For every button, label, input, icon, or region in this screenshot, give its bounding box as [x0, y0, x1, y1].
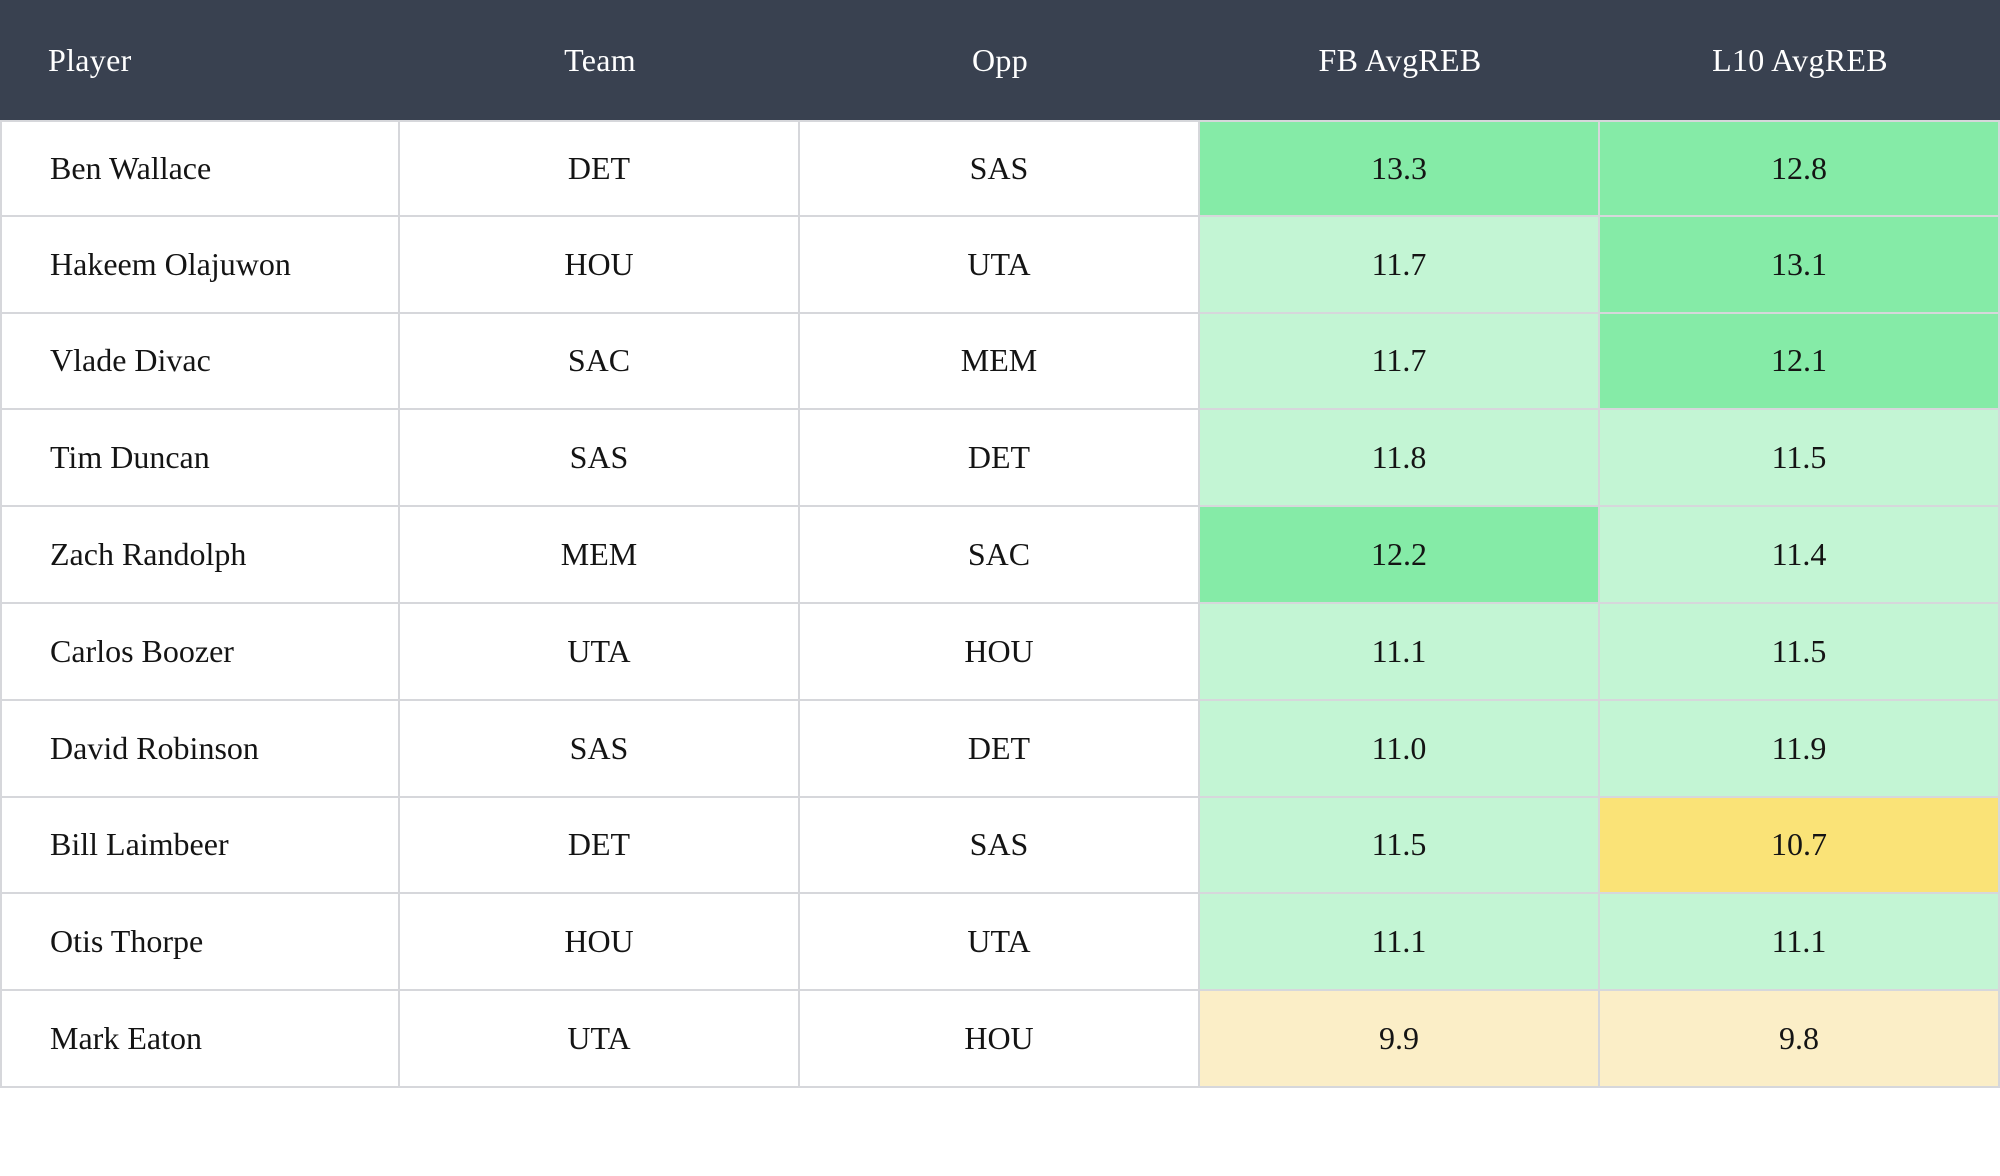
- table-row: Tim Duncan SAS DET 11.8 11.5: [0, 410, 2000, 508]
- fb-avgreb-cell: 13.3: [1200, 120, 1600, 217]
- fb-avgreb-cell: 12.2: [1200, 507, 1600, 604]
- player-cell: Tim Duncan: [0, 410, 400, 508]
- l10-avgreb-cell: 12.8: [1600, 120, 2000, 217]
- fb-avgreb-cell: 11.0: [1200, 700, 1600, 798]
- column-header-opp: Opp: [971, 41, 1028, 78]
- team-cell: DET: [400, 120, 800, 217]
- l10-avgreb-cell: 12.1: [1600, 313, 2000, 411]
- opp-cell: SAS: [800, 797, 1200, 895]
- player-cell: Bill Laimbeer: [0, 797, 400, 895]
- opp-cell: SAS: [800, 120, 1200, 217]
- opp-cell: HOU: [800, 603, 1200, 701]
- fb-avgreb-cell: 11.1: [1200, 603, 1600, 701]
- column-header-fb-avgreb: FB AvgREB: [1318, 41, 1482, 78]
- opp-cell: SAC: [800, 507, 1200, 604]
- opp-cell: DET: [800, 700, 1200, 798]
- player-cell: David Robinson: [0, 700, 400, 798]
- team-cell: SAS: [400, 410, 800, 508]
- table-row: Vlade Divac SAC MEM 11.7 12.1: [0, 313, 2000, 411]
- team-cell: UTA: [400, 991, 800, 1088]
- table-row: Ben Wallace DET SAS 13.3 12.8: [0, 120, 2000, 217]
- opp-cell: DET: [800, 410, 1200, 508]
- opp-cell: UTA: [800, 216, 1200, 314]
- l10-avgreb-cell: 10.7: [1600, 797, 2000, 895]
- opp-cell: MEM: [800, 313, 1200, 411]
- l10-avgreb-cell: 13.1: [1600, 216, 2000, 314]
- player-cell: Otis Thorpe: [0, 894, 400, 992]
- opp-cell: HOU: [800, 991, 1200, 1088]
- table-row: Zach Randolph MEM SAC 12.2 11.4: [0, 507, 2000, 604]
- column-header-team: Team: [564, 41, 636, 78]
- team-cell: UTA: [400, 603, 800, 701]
- fb-avgreb-cell: 11.5: [1200, 797, 1600, 895]
- opp-cell: UTA: [800, 894, 1200, 992]
- player-cell: Carlos Boozer: [0, 603, 400, 701]
- table-row: Carlos Boozer UTA HOU 11.1 11.5: [0, 603, 2000, 701]
- team-cell: HOU: [400, 894, 800, 992]
- l10-avgreb-cell: 11.5: [1600, 410, 2000, 508]
- player-cell: Vlade Divac: [0, 313, 400, 411]
- rebounds-stats-table: Player Team Opp FB AvgREB L10 AvgREB Ben…: [0, 0, 2000, 1088]
- player-cell: Mark Eaton: [0, 991, 400, 1088]
- fb-avgreb-cell: 11.7: [1200, 216, 1600, 314]
- fb-avgreb-cell: 11.7: [1200, 313, 1600, 411]
- team-cell: SAC: [400, 313, 800, 411]
- team-cell: DET: [400, 797, 800, 895]
- l10-avgreb-cell: 11.1: [1600, 894, 2000, 992]
- l10-avgreb-cell: 11.9: [1600, 700, 2000, 798]
- l10-avgreb-cell: 9.8: [1600, 991, 2000, 1088]
- fb-avgreb-cell: 11.1: [1200, 894, 1600, 992]
- table-row: Bill Laimbeer DET SAS 11.5 10.7: [0, 797, 2000, 895]
- team-cell: MEM: [400, 507, 800, 604]
- table-header-row: Player Team Opp FB AvgREB L10 AvgREB: [0, 0, 2000, 120]
- table-row: Otis Thorpe HOU UTA 11.1 11.1: [0, 894, 2000, 992]
- team-cell: HOU: [400, 216, 800, 314]
- player-cell: Ben Wallace: [0, 120, 400, 217]
- table-row: Hakeem Olajuwon HOU UTA 11.7 13.1: [0, 216, 2000, 314]
- fb-avgreb-cell: 11.8: [1200, 410, 1600, 508]
- table-row: David Robinson SAS DET 11.0 11.9: [0, 700, 2000, 798]
- table-row: Mark Eaton UTA HOU 9.9 9.8: [0, 991, 2000, 1088]
- player-cell: Zach Randolph: [0, 507, 400, 604]
- l10-avgreb-cell: 11.5: [1600, 603, 2000, 701]
- player-cell: Hakeem Olajuwon: [0, 216, 400, 314]
- column-header-l10-avgreb: L10 AvgREB: [1712, 41, 1888, 78]
- column-header-player: Player: [48, 41, 132, 78]
- table-body: Ben Wallace DET SAS 13.3 12.8 Hakeem Ola…: [0, 120, 2000, 1088]
- l10-avgreb-cell: 11.4: [1600, 507, 2000, 604]
- fb-avgreb-cell: 9.9: [1200, 991, 1600, 1088]
- team-cell: SAS: [400, 700, 800, 798]
